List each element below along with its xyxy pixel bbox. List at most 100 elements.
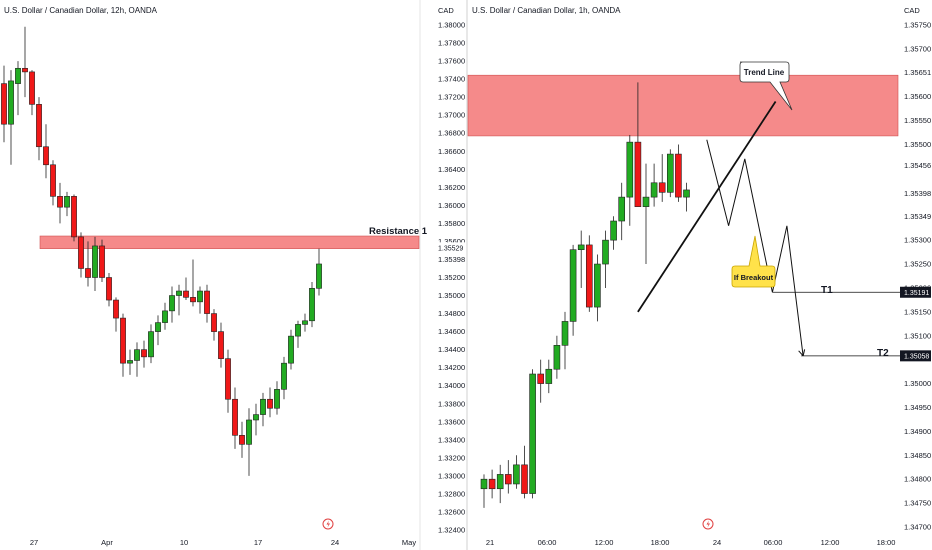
- right-candle: [521, 445, 528, 499]
- right-y-tick-label: 1.35150: [904, 307, 931, 316]
- left-candle: [120, 313, 126, 377]
- left-candle: [155, 315, 161, 346]
- left-y-tick-label: 1.36600: [438, 147, 465, 156]
- left-candle: [288, 329, 294, 370]
- left-candle: [302, 313, 308, 332]
- right-y-tick-label: 1.34950: [904, 403, 931, 412]
- left-y-tick-label: 1.33800: [438, 399, 465, 408]
- left-y-tick-label: 1.35600: [438, 237, 465, 246]
- left-candle: [218, 322, 224, 368]
- price-tag-label: 1.35191: [904, 290, 929, 297]
- right-y-tick-label: 1.35456: [904, 161, 931, 170]
- left-candle: [260, 392, 266, 427]
- left-candle: [78, 232, 84, 278]
- left-candle: [99, 239, 105, 283]
- left-y-tick-label: 1.37400: [438, 75, 465, 84]
- trend-line: [637, 101, 777, 313]
- left-y-tick-label: 1.37000: [438, 111, 465, 120]
- left-candle: [190, 259, 196, 307]
- left-candle: [57, 182, 63, 224]
- left-candle: [141, 340, 147, 368]
- left-candle: [148, 324, 154, 364]
- left-y-tick-label: 1.34200: [438, 363, 465, 372]
- right-y-tick-label: 1.35600: [904, 92, 931, 101]
- left-candle: [22, 26, 28, 98]
- left-candle: [246, 408, 252, 476]
- right-candle: [545, 359, 553, 394]
- left-y-tick-label: 1.32400: [438, 526, 465, 535]
- right-chart-panel: U.S. Dollar / Canadian Dollar, 1h, OANDA…: [467, 6, 931, 547]
- left-candle: [64, 191, 70, 217]
- right-y-tick-label: 1.35300: [904, 236, 931, 245]
- left-candle: [316, 248, 322, 296]
- right-candle: [529, 369, 536, 499]
- left-y-tick-label: 1.32600: [438, 507, 465, 516]
- left-current-price-tag: 1.35529: [436, 242, 466, 254]
- left-candle: [267, 387, 273, 418]
- right-y-tick-label: 1.35550: [904, 116, 931, 125]
- left-resistance-zone: [39, 235, 420, 249]
- left-y-tick-label: 1.35200: [438, 273, 465, 282]
- left-candle: [211, 309, 217, 341]
- right-candle: [642, 163, 650, 265]
- left-y-tick-label: 1.35800: [438, 219, 465, 228]
- left-y-tick-label: 1.36800: [438, 129, 465, 138]
- left-candle: [232, 387, 238, 449]
- right-x-tick-label: 12:00: [595, 538, 614, 547]
- right-candle: [504, 460, 512, 494]
- left-x-tick-label: 24: [331, 538, 339, 547]
- right-resistance-zone: [467, 74, 899, 137]
- left-axis-currency: CAD: [438, 6, 454, 15]
- breakout-label: If Breakout: [734, 273, 774, 282]
- right-lightning-icon[interactable]: [702, 518, 714, 530]
- left-lightning-icon[interactable]: [322, 518, 334, 530]
- right-candle: [666, 149, 674, 198]
- right-candle: [513, 455, 520, 489]
- target-t1-label: T1: [821, 285, 833, 296]
- right-candle: [610, 216, 617, 250]
- right-axis-currency: CAD: [904, 6, 920, 15]
- left-candle: [92, 236, 98, 292]
- left-candle: [8, 70, 14, 165]
- left-candle: [50, 160, 56, 206]
- left-candle: [85, 241, 91, 287]
- right-x-tick-label: 06:00: [764, 538, 783, 547]
- left-candle: [253, 403, 259, 436]
- left-x-tick-label: 10: [180, 538, 188, 547]
- left-candle: [43, 124, 49, 179]
- target-t2-label: T2: [877, 348, 889, 359]
- left-y-tick-label: 1.38000: [438, 21, 465, 30]
- right-y-tick-label: 1.34750: [904, 499, 931, 508]
- left-x-tick-label: 27: [30, 538, 38, 547]
- right-y-tick-label: 1.35651: [904, 68, 931, 77]
- left-y-tick-label: 1.33000: [438, 471, 465, 480]
- right-candle: [634, 82, 642, 207]
- left-y-tick-label: 1.34600: [438, 327, 465, 336]
- right-candle: [577, 230, 585, 288]
- left-candle: [15, 61, 21, 116]
- left-y-tick-label: 1.33200: [438, 453, 465, 462]
- left-chart-title: U.S. Dollar / Canadian Dollar, 12h, OAND…: [4, 6, 158, 15]
- left-y-tick-label: 1.35398: [438, 255, 465, 264]
- right-candle: [602, 230, 609, 288]
- right-candle: [569, 244, 577, 336]
- right-candle: [553, 335, 561, 379]
- left-resistance-label: Resistance 1: [369, 226, 428, 237]
- right-candle: [537, 359, 545, 403]
- left-candle: [239, 421, 245, 458]
- right-y-tick-label: 1.35349: [904, 212, 931, 221]
- right-candle: [683, 182, 690, 212]
- left-candle: [176, 284, 182, 316]
- left-candle: [309, 282, 315, 328]
- left-candle: [1, 65, 7, 143]
- left-candle: [106, 272, 112, 307]
- left-candle: [29, 70, 35, 116]
- right-y-tick-label: 1.34900: [904, 427, 931, 436]
- right-y-tick-label: 1.35700: [904, 44, 931, 53]
- left-candle: [197, 286, 203, 314]
- left-candle: [169, 286, 175, 323]
- left-candle: [204, 284, 210, 323]
- left-candle: [162, 302, 168, 330]
- right-x-tick-label: 21: [486, 538, 494, 547]
- right-y-tick-label: 1.35000: [904, 379, 931, 388]
